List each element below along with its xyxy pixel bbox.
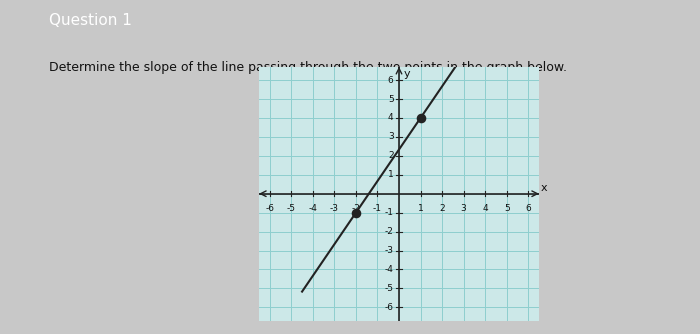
Text: -2: -2 [385,227,393,236]
Text: -4: -4 [309,204,317,213]
Text: -3: -3 [330,204,339,213]
Text: 4: 4 [388,114,393,123]
Text: -1: -1 [384,208,393,217]
Text: -4: -4 [385,265,393,274]
Text: 6: 6 [526,204,531,213]
Point [350,210,361,215]
Text: 6: 6 [388,75,393,85]
Text: -1: -1 [373,204,382,213]
Text: 2: 2 [388,151,393,160]
Text: 3: 3 [388,132,393,141]
Text: y: y [403,69,410,79]
Text: -2: -2 [351,204,360,213]
Text: Question 1: Question 1 [49,13,132,27]
Text: 5: 5 [388,95,393,104]
Text: 1: 1 [388,170,393,179]
Text: 3: 3 [461,204,466,213]
Text: Determine the slope of the line passing through the two points in the graph belo: Determine the slope of the line passing … [49,61,567,74]
Point [415,115,426,121]
Text: -3: -3 [384,246,393,255]
Text: -6: -6 [265,204,274,213]
Text: x: x [541,183,548,193]
Text: 4: 4 [482,204,488,213]
Text: 1: 1 [418,204,424,213]
Text: 2: 2 [440,204,445,213]
Text: -5: -5 [287,204,296,213]
Text: -6: -6 [384,303,393,312]
Text: -5: -5 [384,284,393,293]
Text: 5: 5 [504,204,510,213]
